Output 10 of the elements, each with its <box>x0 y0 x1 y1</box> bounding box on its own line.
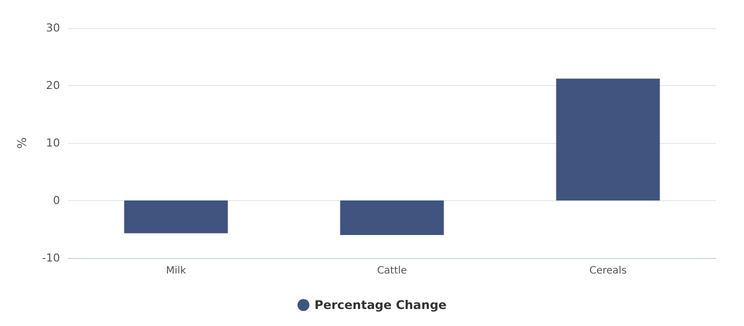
y-tick-label: 30 <box>46 22 60 34</box>
y-tick-label: 10 <box>46 136 60 150</box>
x-tick-label: Cereals <box>589 266 627 276</box>
y-tick-label: -10 <box>42 252 60 264</box>
y-tick-label: 20 <box>46 79 60 92</box>
x-tick-label: Cattle <box>377 266 407 276</box>
x-tick-label: Milk <box>166 266 186 276</box>
y-axis-title: % <box>15 137 29 149</box>
y-tick-label: 0 <box>53 194 60 207</box>
legend-label: Percentage Change <box>314 298 447 312</box>
